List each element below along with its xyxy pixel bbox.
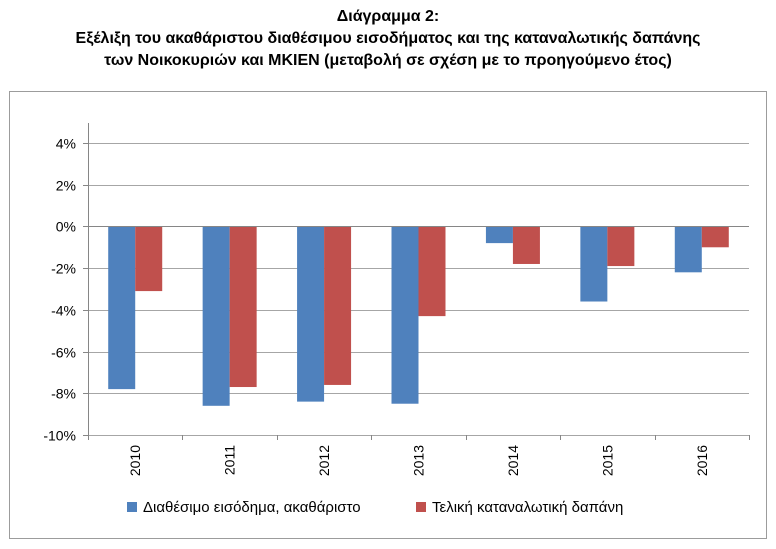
x-tick-label: 2012 xyxy=(316,445,332,476)
legend: Διαθέσιμο εισόδημα, ακαθάριστο Τελική κατ… xyxy=(127,499,623,516)
legend-consumption-expenditure-label: Τελική καταναλωτική δαπάνη xyxy=(432,499,623,516)
x-tick-label: 2015 xyxy=(599,445,615,476)
y-tick-label: 2% xyxy=(56,178,76,194)
legend-disposable-income-label: Διαθέσιμο εισόδημα, ακαθάριστο xyxy=(143,499,361,516)
chart-title-block: Διάγραμμα 2: Εξέλιξη του ακαθάριστου δια… xyxy=(0,6,776,72)
bar-disposable-income-2013 xyxy=(391,226,419,404)
bar-disposable-income-2010 xyxy=(108,226,136,390)
axis-layer xyxy=(83,123,750,440)
y-tick-label: -10% xyxy=(43,428,76,444)
chart-title-line-3: των Νοικοκυριών και ΜΚΙΕΝ (μεταβολή σε σ… xyxy=(104,52,672,69)
x-tick-label: 2010 xyxy=(127,445,143,476)
chart-frame xyxy=(9,91,767,539)
chart-title-line-1: Διάγραμμα 2: xyxy=(336,8,440,25)
y-tick-label: -4% xyxy=(51,303,76,319)
x-tick-label: 2016 xyxy=(694,445,710,476)
chart-title-line-2: Εξέλιξη του ακαθάριστου διαθέσιμου εισοδ… xyxy=(75,30,701,47)
x-tick-label: 2011 xyxy=(222,445,238,475)
bar-disposable-income-2015 xyxy=(580,226,608,302)
bar-consumption-expenditure-2013 xyxy=(418,226,446,317)
y-tick-label: -6% xyxy=(51,345,76,361)
bar-consumption-expenditure-2014 xyxy=(512,226,540,264)
y-tick-label: -8% xyxy=(51,386,76,402)
x-tick-label: 2013 xyxy=(411,445,427,476)
bar-disposable-income-2012 xyxy=(297,226,325,402)
legend-disposable-income-swatch xyxy=(127,502,137,512)
bar-disposable-income-2016 xyxy=(674,226,702,273)
x-tick-label: 2014 xyxy=(505,445,521,476)
y-tick-label: -2% xyxy=(51,261,76,277)
bar-consumption-expenditure-2016 xyxy=(701,226,729,248)
y-tick-label: 4% xyxy=(56,136,76,152)
y-tick-label: 0% xyxy=(56,219,76,235)
label-layer: 4% 2% 0% -2% -4% -6% -8% -10% 2010 2011 2012 2013 20… xyxy=(43,136,709,477)
bar-consumption-expenditure-2012 xyxy=(324,226,352,385)
bar-consumption-expenditure-2011 xyxy=(229,226,257,388)
bar-consumption-expenditure-2010 xyxy=(135,226,163,292)
bar-disposable-income-2011 xyxy=(202,226,230,406)
bar-consumption-expenditure-2015 xyxy=(607,226,635,267)
bar-disposable-income-2014 xyxy=(485,226,513,244)
legend-consumption-expenditure-swatch xyxy=(416,502,426,512)
bar-layer xyxy=(108,226,729,406)
